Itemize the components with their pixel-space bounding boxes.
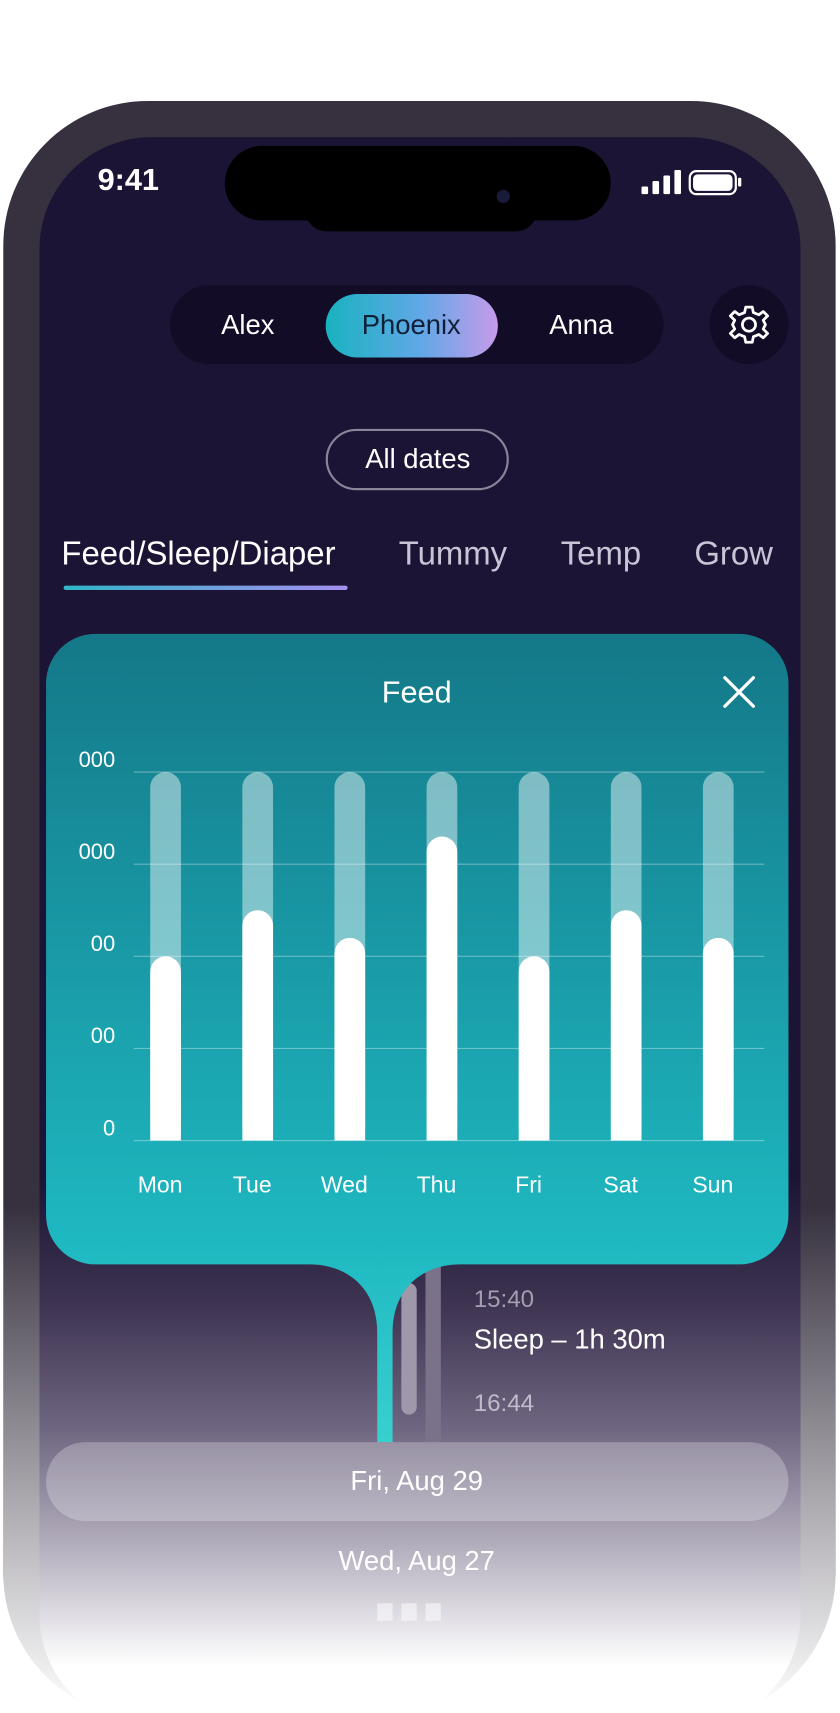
battery-icon xyxy=(688,170,742,196)
tab[interactable]: Temp xyxy=(561,535,641,572)
timeline-time: 15:40 xyxy=(474,1286,534,1313)
timeline-entry: Sleep – 1h 30m xyxy=(474,1323,666,1354)
bar xyxy=(702,937,734,1141)
x-tick-label: Wed xyxy=(321,1172,368,1198)
filter-button[interactable] xyxy=(325,428,509,491)
x-tick-label: Sun xyxy=(692,1172,733,1198)
timeline-bar xyxy=(401,1283,417,1415)
dynamic-island xyxy=(304,186,538,232)
camera xyxy=(496,189,510,203)
x-tick-label: Sat xyxy=(603,1172,638,1198)
profile-selected[interactable] xyxy=(325,293,498,358)
bar xyxy=(518,956,550,1141)
settings-button[interactable] xyxy=(709,285,789,365)
date-label: Fri, Aug 29 xyxy=(350,1465,483,1496)
y-tick-label: 00 xyxy=(91,1023,115,1048)
gear-icon xyxy=(728,305,769,344)
chart-title: Feed xyxy=(382,674,452,709)
y-tick-label: 000 xyxy=(79,839,116,864)
chart-card xyxy=(46,633,789,1443)
page-indicator xyxy=(377,1603,441,1621)
x-tick-label: Tue xyxy=(233,1172,272,1198)
tab[interactable]: Tummy xyxy=(399,535,508,572)
y-tick-label: 00 xyxy=(91,931,115,956)
timeline-time: 16:44 xyxy=(474,1390,534,1417)
x-tick-label: Fri xyxy=(515,1172,542,1198)
timeline-track xyxy=(425,1261,441,1443)
close-button[interactable] xyxy=(723,676,756,708)
profile-name[interactable]: Anna xyxy=(549,309,614,340)
signal-icon xyxy=(641,170,681,195)
date-label: Wed, Aug 27 xyxy=(338,1545,494,1576)
tab-underline xyxy=(63,585,348,591)
bar xyxy=(242,910,274,1141)
y-tick-label: 000 xyxy=(79,747,116,772)
status-time: 9:41 xyxy=(98,162,159,197)
x-tick-label: Thu xyxy=(417,1172,457,1198)
tab[interactable]: Feed/Sleep/Diaper xyxy=(61,535,335,572)
date-row[interactable] xyxy=(46,1442,789,1522)
bar xyxy=(150,956,181,1141)
filter-label: All dates xyxy=(365,443,470,474)
tab[interactable]: Grow xyxy=(694,535,773,572)
bar xyxy=(334,937,366,1141)
x-tick-label: Mon xyxy=(138,1172,183,1198)
y-tick-label: 0 xyxy=(103,1115,115,1140)
bar xyxy=(610,910,642,1141)
profile-name[interactable]: Phoenix xyxy=(362,309,461,340)
profile-name[interactable]: Alex xyxy=(221,309,275,340)
bar xyxy=(426,836,458,1141)
